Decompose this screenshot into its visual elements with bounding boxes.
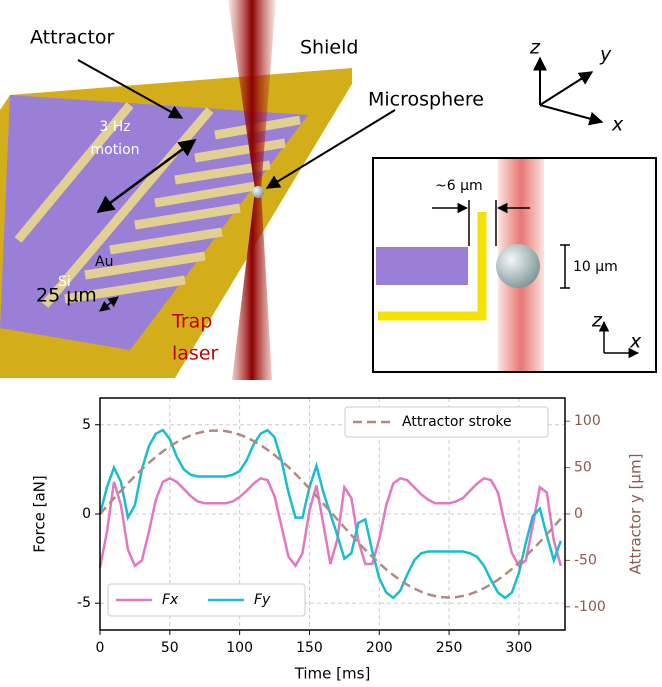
plot-frame: [99, 397, 566, 631]
y2-tick-label: -100: [574, 599, 606, 615]
label: Trap: [171, 311, 212, 333]
axes-glyph: [533, 56, 604, 126]
legend-box: [344, 406, 549, 438]
label: laser: [172, 343, 219, 365]
x-tick-label: 100: [226, 640, 253, 656]
axis-glyph-label: y: [599, 44, 612, 66]
y-tick-label: -5: [77, 595, 91, 611]
label: motion: [90, 142, 139, 158]
legend-label: Fx: [162, 592, 179, 608]
y2-tick-label: 100: [574, 413, 601, 429]
x-tick-label: 0: [96, 640, 105, 656]
y2-tick-label: -50: [574, 552, 597, 568]
y2-tick-label: 0: [574, 506, 583, 522]
inset-shield: [378, 212, 487, 321]
series-line: [99, 429, 562, 599]
y2-tick-label: 50: [574, 460, 592, 476]
label: 3 Hz: [99, 119, 130, 135]
chart: 0 50 100 150 200 250 300-505-100-50050100Time …: [31, 397, 645, 683]
series-line: [98, 476, 563, 569]
label: Au: [95, 254, 113, 270]
y-axis-label: Force [aN]: [31, 475, 49, 552]
legend-label: Attractor stroke: [402, 414, 512, 430]
x-tick-label: 300: [506, 640, 533, 656]
microsphere: [252, 186, 264, 198]
label: ~6 µm: [435, 178, 483, 194]
trap-laser: [228, 0, 276, 380]
series-line: [98, 428, 562, 600]
x-tick-label: 200: [366, 640, 393, 656]
label: 10 µm: [573, 259, 618, 275]
legend-box: [107, 583, 306, 617]
x-tick-label: 50: [161, 640, 179, 656]
y2-axis-label: Attractor y [µm]: [627, 454, 645, 575]
x-axis-label: Time [ms]: [294, 665, 371, 683]
x-tick-label: 250: [436, 640, 463, 656]
axis-glyph-label: x: [629, 331, 642, 353]
legend-label: Fy: [254, 592, 271, 608]
label: 25 µm: [36, 285, 97, 307]
inset-sphere: [496, 244, 540, 288]
label: Microsphere: [368, 89, 484, 111]
axis-glyph-label: z: [529, 37, 541, 59]
y-tick-label: 5: [82, 417, 91, 433]
label: Shield: [300, 37, 358, 59]
label: Attractor: [30, 27, 115, 49]
axis-glyph-label: x: [611, 114, 624, 136]
y-tick-label: 0: [82, 506, 91, 522]
axis-glyph-label: z: [591, 310, 603, 332]
x-tick-label: 150: [296, 640, 323, 656]
label: Si: [58, 274, 71, 290]
inset-attractor: [376, 247, 468, 285]
illustration: Attractor Shield Microsphere 3 Hz motion…: [0, 0, 657, 380]
